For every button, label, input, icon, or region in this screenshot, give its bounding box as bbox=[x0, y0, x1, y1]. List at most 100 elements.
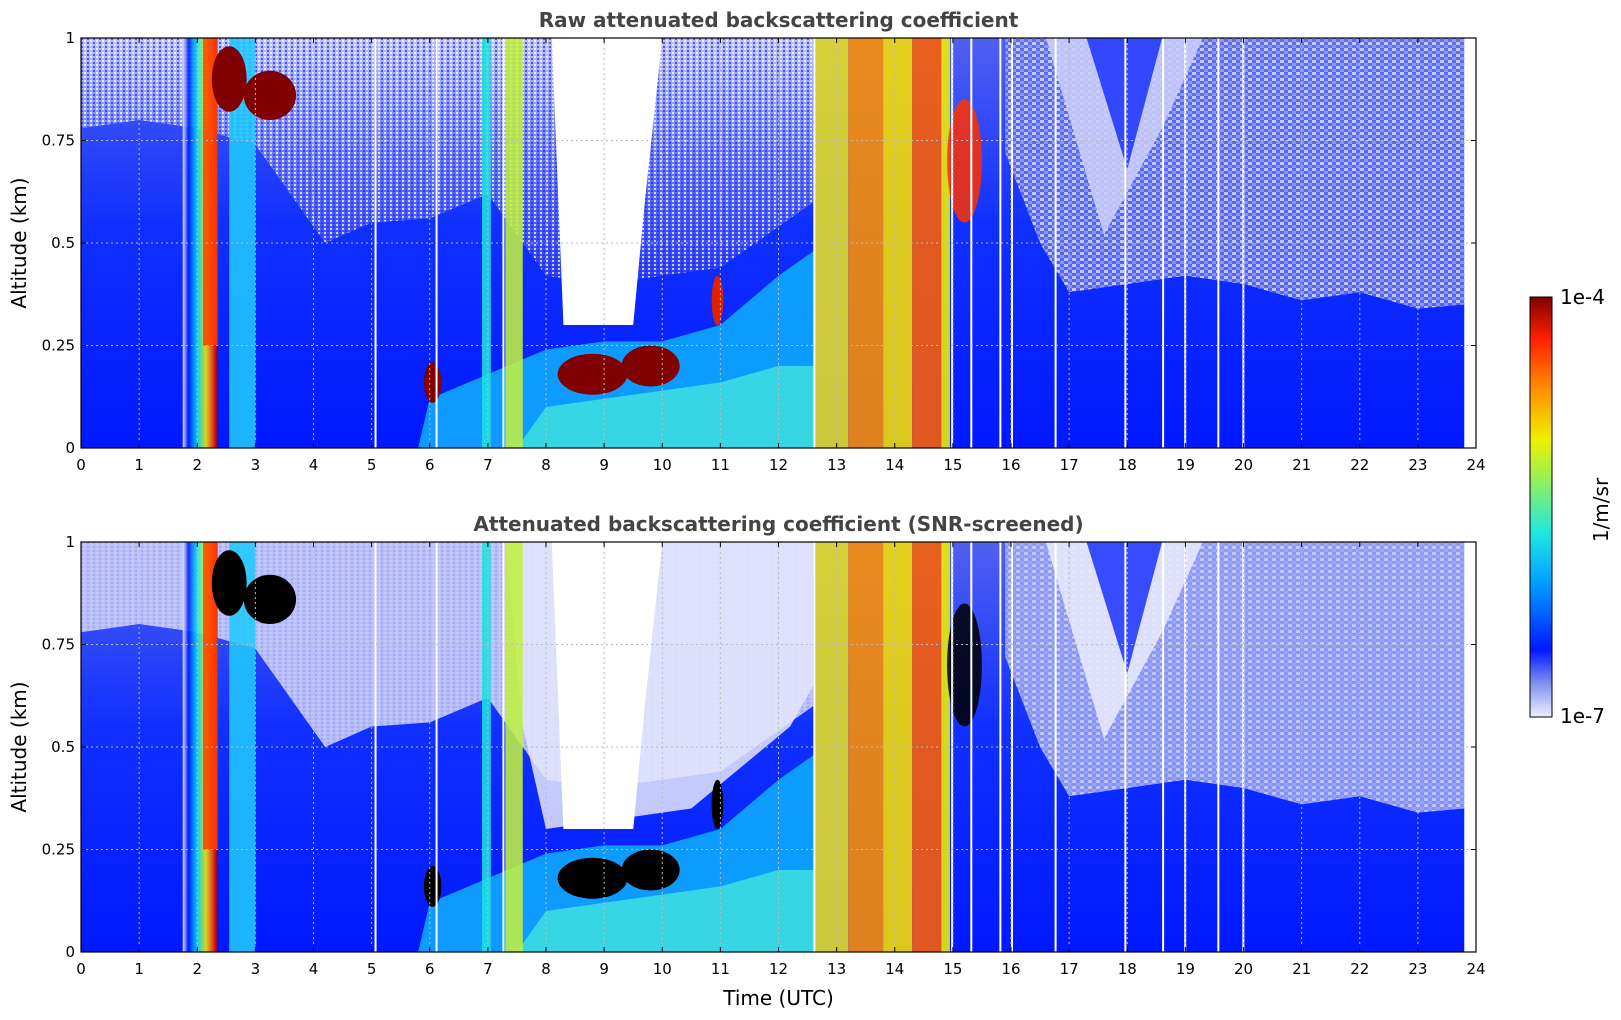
data-gap bbox=[1124, 542, 1127, 952]
data-gap-end bbox=[1464, 38, 1476, 448]
x-tick-label: 4 bbox=[309, 960, 319, 978]
x-tick-label: 23 bbox=[1408, 960, 1427, 978]
x-tick-label: 12 bbox=[769, 456, 788, 474]
x-tick-label: 13 bbox=[827, 960, 846, 978]
colorbar-label: 1/m/sr bbox=[1589, 477, 1613, 542]
x-tick-label: 4 bbox=[309, 456, 319, 474]
narrow-column-7h30 bbox=[505, 38, 523, 448]
data-gap bbox=[1217, 542, 1220, 952]
y-tick-label: 1 bbox=[65, 29, 75, 47]
x-tick-label: 3 bbox=[251, 960, 261, 978]
y-tick-label: 0.5 bbox=[51, 738, 75, 756]
grid bbox=[81, 38, 1476, 448]
data-gap bbox=[999, 542, 1002, 952]
heatmap-field bbox=[81, 38, 1476, 448]
x-tick-label: 0 bbox=[76, 960, 86, 978]
panel-2: 0 1 2 3 4 5 6 7 8 9 10 11 12 13 14 15 16 17 18 19 20 21 22 23 24… bbox=[7, 512, 1486, 1010]
cloud-core-2h bbox=[203, 542, 218, 850]
x-tick-label: 6 bbox=[425, 960, 435, 978]
x-tick-label: 0 bbox=[76, 456, 86, 474]
grid bbox=[81, 542, 1476, 952]
x-tick-label: 19 bbox=[1176, 456, 1195, 474]
y-tick-label: 0.5 bbox=[51, 234, 75, 252]
dense-aerosol-10h bbox=[621, 849, 680, 891]
narrow-column-7h30 bbox=[505, 542, 523, 952]
dense-patch-6h bbox=[423, 361, 442, 403]
x-tick-label: 18 bbox=[1118, 456, 1137, 474]
y-axis-label: Altitude (km) bbox=[7, 681, 31, 812]
data-gap bbox=[1124, 38, 1127, 448]
rain-column-13h bbox=[813, 542, 849, 952]
x-tick-label: 7 bbox=[483, 960, 493, 978]
clear-air-zone-screened bbox=[551, 542, 663, 829]
x-tick-label: 3 bbox=[251, 456, 261, 474]
data-gap bbox=[813, 38, 816, 448]
dense-aerosol-9h bbox=[557, 857, 628, 899]
dense-cloud-2h30 bbox=[211, 550, 247, 616]
dense-patch-11h bbox=[711, 779, 724, 830]
x-tick-label: 2 bbox=[192, 960, 202, 978]
x-tick-label: 14 bbox=[885, 456, 904, 474]
x-tick-label: 17 bbox=[1060, 456, 1079, 474]
x-tick-label: 6 bbox=[425, 456, 435, 474]
dense-cloud-3h bbox=[243, 574, 297, 625]
x-tick-label: 1 bbox=[134, 456, 144, 474]
x-tick-label: 5 bbox=[367, 456, 377, 474]
data-gap bbox=[1054, 542, 1057, 952]
data-gap bbox=[1162, 542, 1165, 952]
x-tick-label: 8 bbox=[541, 960, 551, 978]
y-tick-label: 0 bbox=[65, 439, 75, 457]
data-gap bbox=[374, 38, 377, 448]
aerosol-core bbox=[516, 870, 814, 952]
x-tick-label: 7 bbox=[483, 456, 493, 474]
x-tick-label: 10 bbox=[653, 960, 672, 978]
colorbar: 1e-4 1e-7 1/m/sr bbox=[1529, 285, 1613, 728]
aerosol-core bbox=[516, 366, 814, 448]
dense-cloud-2h30 bbox=[211, 46, 247, 112]
x-tick-label: 11 bbox=[711, 456, 730, 474]
data-gap-end bbox=[1464, 542, 1476, 952]
data-gap bbox=[999, 38, 1002, 448]
x-tick-label: 23 bbox=[1408, 456, 1427, 474]
data-gap bbox=[1217, 38, 1220, 448]
panel-1: 0 1 2 3 4 5 6 7 8 9 10 11 12 13 14 15 16 17 18 19 20 21 22 23 24… bbox=[7, 8, 1486, 474]
y-tick-label: 0.25 bbox=[42, 841, 75, 859]
data-gap bbox=[1054, 38, 1057, 448]
x-tick-label: 15 bbox=[943, 456, 962, 474]
x-tick-label: 12 bbox=[769, 960, 788, 978]
x-tick-label: 22 bbox=[1350, 456, 1369, 474]
x-tick-label: 24 bbox=[1466, 456, 1485, 474]
rain-column-14h50 bbox=[941, 542, 950, 952]
chart-title: Raw attenuated backscattering coefficien… bbox=[539, 8, 1019, 32]
x-tick-label: 16 bbox=[1001, 960, 1020, 978]
x-tick-label: 13 bbox=[827, 456, 846, 474]
x-tick-label: 22 bbox=[1350, 960, 1369, 978]
data-gap bbox=[1162, 38, 1165, 448]
dense-patch-11h bbox=[711, 275, 724, 325]
data-gap bbox=[502, 542, 505, 952]
x-tick-label: 21 bbox=[1292, 960, 1311, 978]
y-tick-label: 0.75 bbox=[42, 132, 75, 150]
x-tick-label: 24 bbox=[1466, 960, 1485, 978]
colorbar-min-label: 1e-7 bbox=[1560, 704, 1605, 728]
x-tick-label: 11 bbox=[711, 960, 730, 978]
clear-air-zone bbox=[551, 38, 663, 325]
x-tick-label: 9 bbox=[599, 456, 609, 474]
colorbar-max-label: 1e-4 bbox=[1560, 285, 1605, 309]
cloud-core-2h bbox=[203, 38, 218, 346]
chart-title: Attenuated backscattering coefficient (S… bbox=[473, 512, 1083, 536]
dense-aerosol-9h bbox=[557, 353, 628, 395]
x-tick-label: 8 bbox=[541, 456, 551, 474]
x-axis-label: Time (UTC) bbox=[722, 986, 834, 1010]
y-axis-label: Altitude (km) bbox=[7, 177, 31, 308]
y-tick-label: 0 bbox=[65, 943, 75, 961]
x-tick-label: 17 bbox=[1060, 960, 1079, 978]
x-tick-label: 21 bbox=[1292, 456, 1311, 474]
y-tick-label: 0.75 bbox=[42, 636, 75, 654]
dense-patch-15h bbox=[947, 603, 982, 727]
data-gap bbox=[374, 542, 377, 952]
y-tick-label: 1 bbox=[65, 533, 75, 551]
x-tick-label: 5 bbox=[367, 960, 377, 978]
x-tick-label: 20 bbox=[1234, 960, 1253, 978]
